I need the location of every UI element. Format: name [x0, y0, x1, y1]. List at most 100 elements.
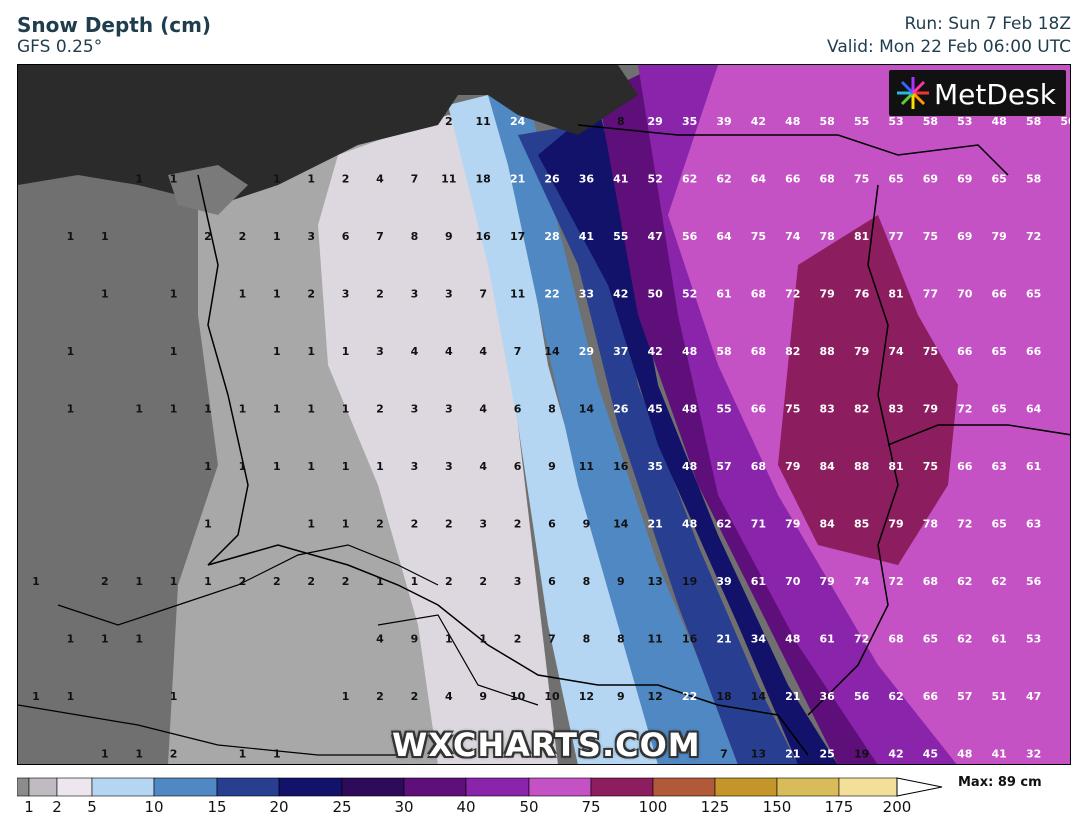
grid-value-label: 58 [820, 115, 835, 128]
grid-value-label: 83 [888, 403, 903, 416]
grid-value-label: 21 [716, 633, 731, 646]
grid-value-label: 37 [613, 345, 628, 358]
grid-value-label: 47 [1026, 690, 1041, 703]
grid-value-label: 1 [376, 460, 384, 473]
grid-value-label: 50 [1060, 115, 1071, 128]
grid-value-label: 81 [854, 230, 869, 243]
grid-value-label: 57 [957, 690, 972, 703]
grid-value-label: 2 [445, 518, 453, 531]
legend-tick-label: 20 [269, 798, 289, 816]
grid-value-label: 1 [239, 748, 247, 761]
grid-value-label: 4 [376, 633, 384, 646]
grid-value-label: 68 [751, 460, 766, 473]
grid-value-label: 1 [135, 575, 143, 588]
grid-value-label: 42 [648, 345, 663, 358]
metdesk-burst-icon [897, 77, 929, 109]
grid-value-label: 72 [957, 403, 972, 416]
grid-value-label: 11 [648, 633, 663, 646]
grid-value-label: 48 [992, 115, 1007, 128]
grid-value-label: 79 [820, 575, 835, 588]
grid-value-label: 1 [239, 460, 247, 473]
grid-value-label: 66 [957, 460, 973, 473]
grid-value-label: 2 [170, 748, 178, 761]
grid-value-label: 1 [101, 633, 109, 646]
grid-value-label: 8 [617, 115, 625, 128]
legend-swatch [17, 777, 30, 797]
grid-value-label: 62 [957, 575, 972, 588]
grid-value-label: 8 [583, 575, 591, 588]
grid-value-label: 7 [548, 633, 556, 646]
grid-value-label: 72 [957, 518, 972, 531]
grid-value-label: 3 [411, 288, 419, 301]
grid-value-label: 1 [342, 345, 350, 358]
grid-value-label: 66 [751, 403, 767, 416]
grid-value-label: 42 [751, 115, 766, 128]
grid-value-label: 11 [579, 460, 594, 473]
grid-value-label: 33 [579, 288, 594, 301]
color-legend [17, 777, 943, 797]
grid-value-label: 1 [170, 288, 178, 301]
grid-value-label: 3 [342, 288, 350, 301]
grid-value-label: 1 [170, 173, 178, 186]
grid-value-label: 16 [682, 633, 698, 646]
legend-ticks: 1 2 5 10 15 20 25 30 40 50 75 100 125 150 175 200 [0, 798, 1088, 820]
grid-value-label: 2 [479, 575, 487, 588]
grid-value-label: 4 [479, 460, 487, 473]
grid-value-label: 10 [510, 690, 526, 703]
grid-value-label: 65 [923, 633, 938, 646]
grid-value-label: 9 [445, 230, 453, 243]
grid-value-label: 9 [583, 518, 591, 531]
legend-tick-label: 75 [581, 798, 601, 816]
legend-swatch [341, 777, 405, 797]
grid-value-label: 69 [957, 230, 972, 243]
legend-tick-label: 5 [87, 798, 97, 816]
snow-depth-map[interactable]: 2112482935394248585553585348585011112471… [17, 64, 1071, 765]
grid-value-label: 77 [923, 288, 938, 301]
legend-swatch [216, 777, 280, 797]
legend-swatch [465, 777, 530, 797]
grid-value-label: 2 [376, 518, 384, 531]
grid-value-label: 3 [514, 575, 522, 588]
grid-value-label: 70 [957, 288, 973, 301]
grid-value-label: 4 [376, 173, 384, 186]
grid-value-label: 7 [479, 288, 487, 301]
legend-tick-label: 30 [394, 798, 414, 816]
legend-swatch [652, 777, 716, 797]
grid-value-label: 53 [957, 115, 972, 128]
grid-value-label: 66 [957, 345, 973, 358]
grid-value-label: 65 [888, 173, 903, 186]
grid-value-label: 58 [923, 115, 938, 128]
legend-tick-label: 2 [52, 798, 62, 816]
grid-value-label: 1 [273, 748, 281, 761]
legend-swatch [528, 777, 592, 797]
grid-value-label: 1 [307, 173, 315, 186]
grid-value-label: 75 [923, 460, 938, 473]
grid-value-label: 1 [170, 345, 178, 358]
grid-value-label: 17 [510, 230, 525, 243]
grid-value-label: 68 [888, 633, 903, 646]
grid-value-label: 25 [820, 748, 835, 761]
grid-value-label: 1 [135, 403, 143, 416]
legend-swatch [714, 777, 778, 797]
grid-value-label: 75 [854, 173, 869, 186]
grid-value-label: 53 [1026, 633, 1041, 646]
metdesk-logo [889, 70, 1066, 116]
grid-value-label: 45 [648, 403, 663, 416]
legend-tick-label: 125 [700, 798, 730, 816]
grid-value-label: 2 [273, 575, 281, 588]
legend-swatch [91, 777, 155, 797]
grid-value-label: 2 [342, 173, 350, 186]
grid-value-label: 13 [648, 575, 663, 588]
grid-value-label: 85 [854, 518, 869, 531]
grid-value-label: 9 [617, 690, 625, 703]
grid-value-label: 1 [273, 230, 281, 243]
legend-tick-label: 40 [456, 798, 476, 816]
grid-value-label: 1 [273, 345, 281, 358]
grid-value-label: 7 [376, 230, 384, 243]
grid-value-label: 2 [445, 115, 453, 128]
grid-value-label: 1 [273, 288, 281, 301]
grid-value-label: 2 [514, 518, 522, 531]
grid-value-label: 58 [716, 345, 731, 358]
grid-value-label: 16 [476, 230, 492, 243]
grid-value-label: 2 [445, 575, 453, 588]
